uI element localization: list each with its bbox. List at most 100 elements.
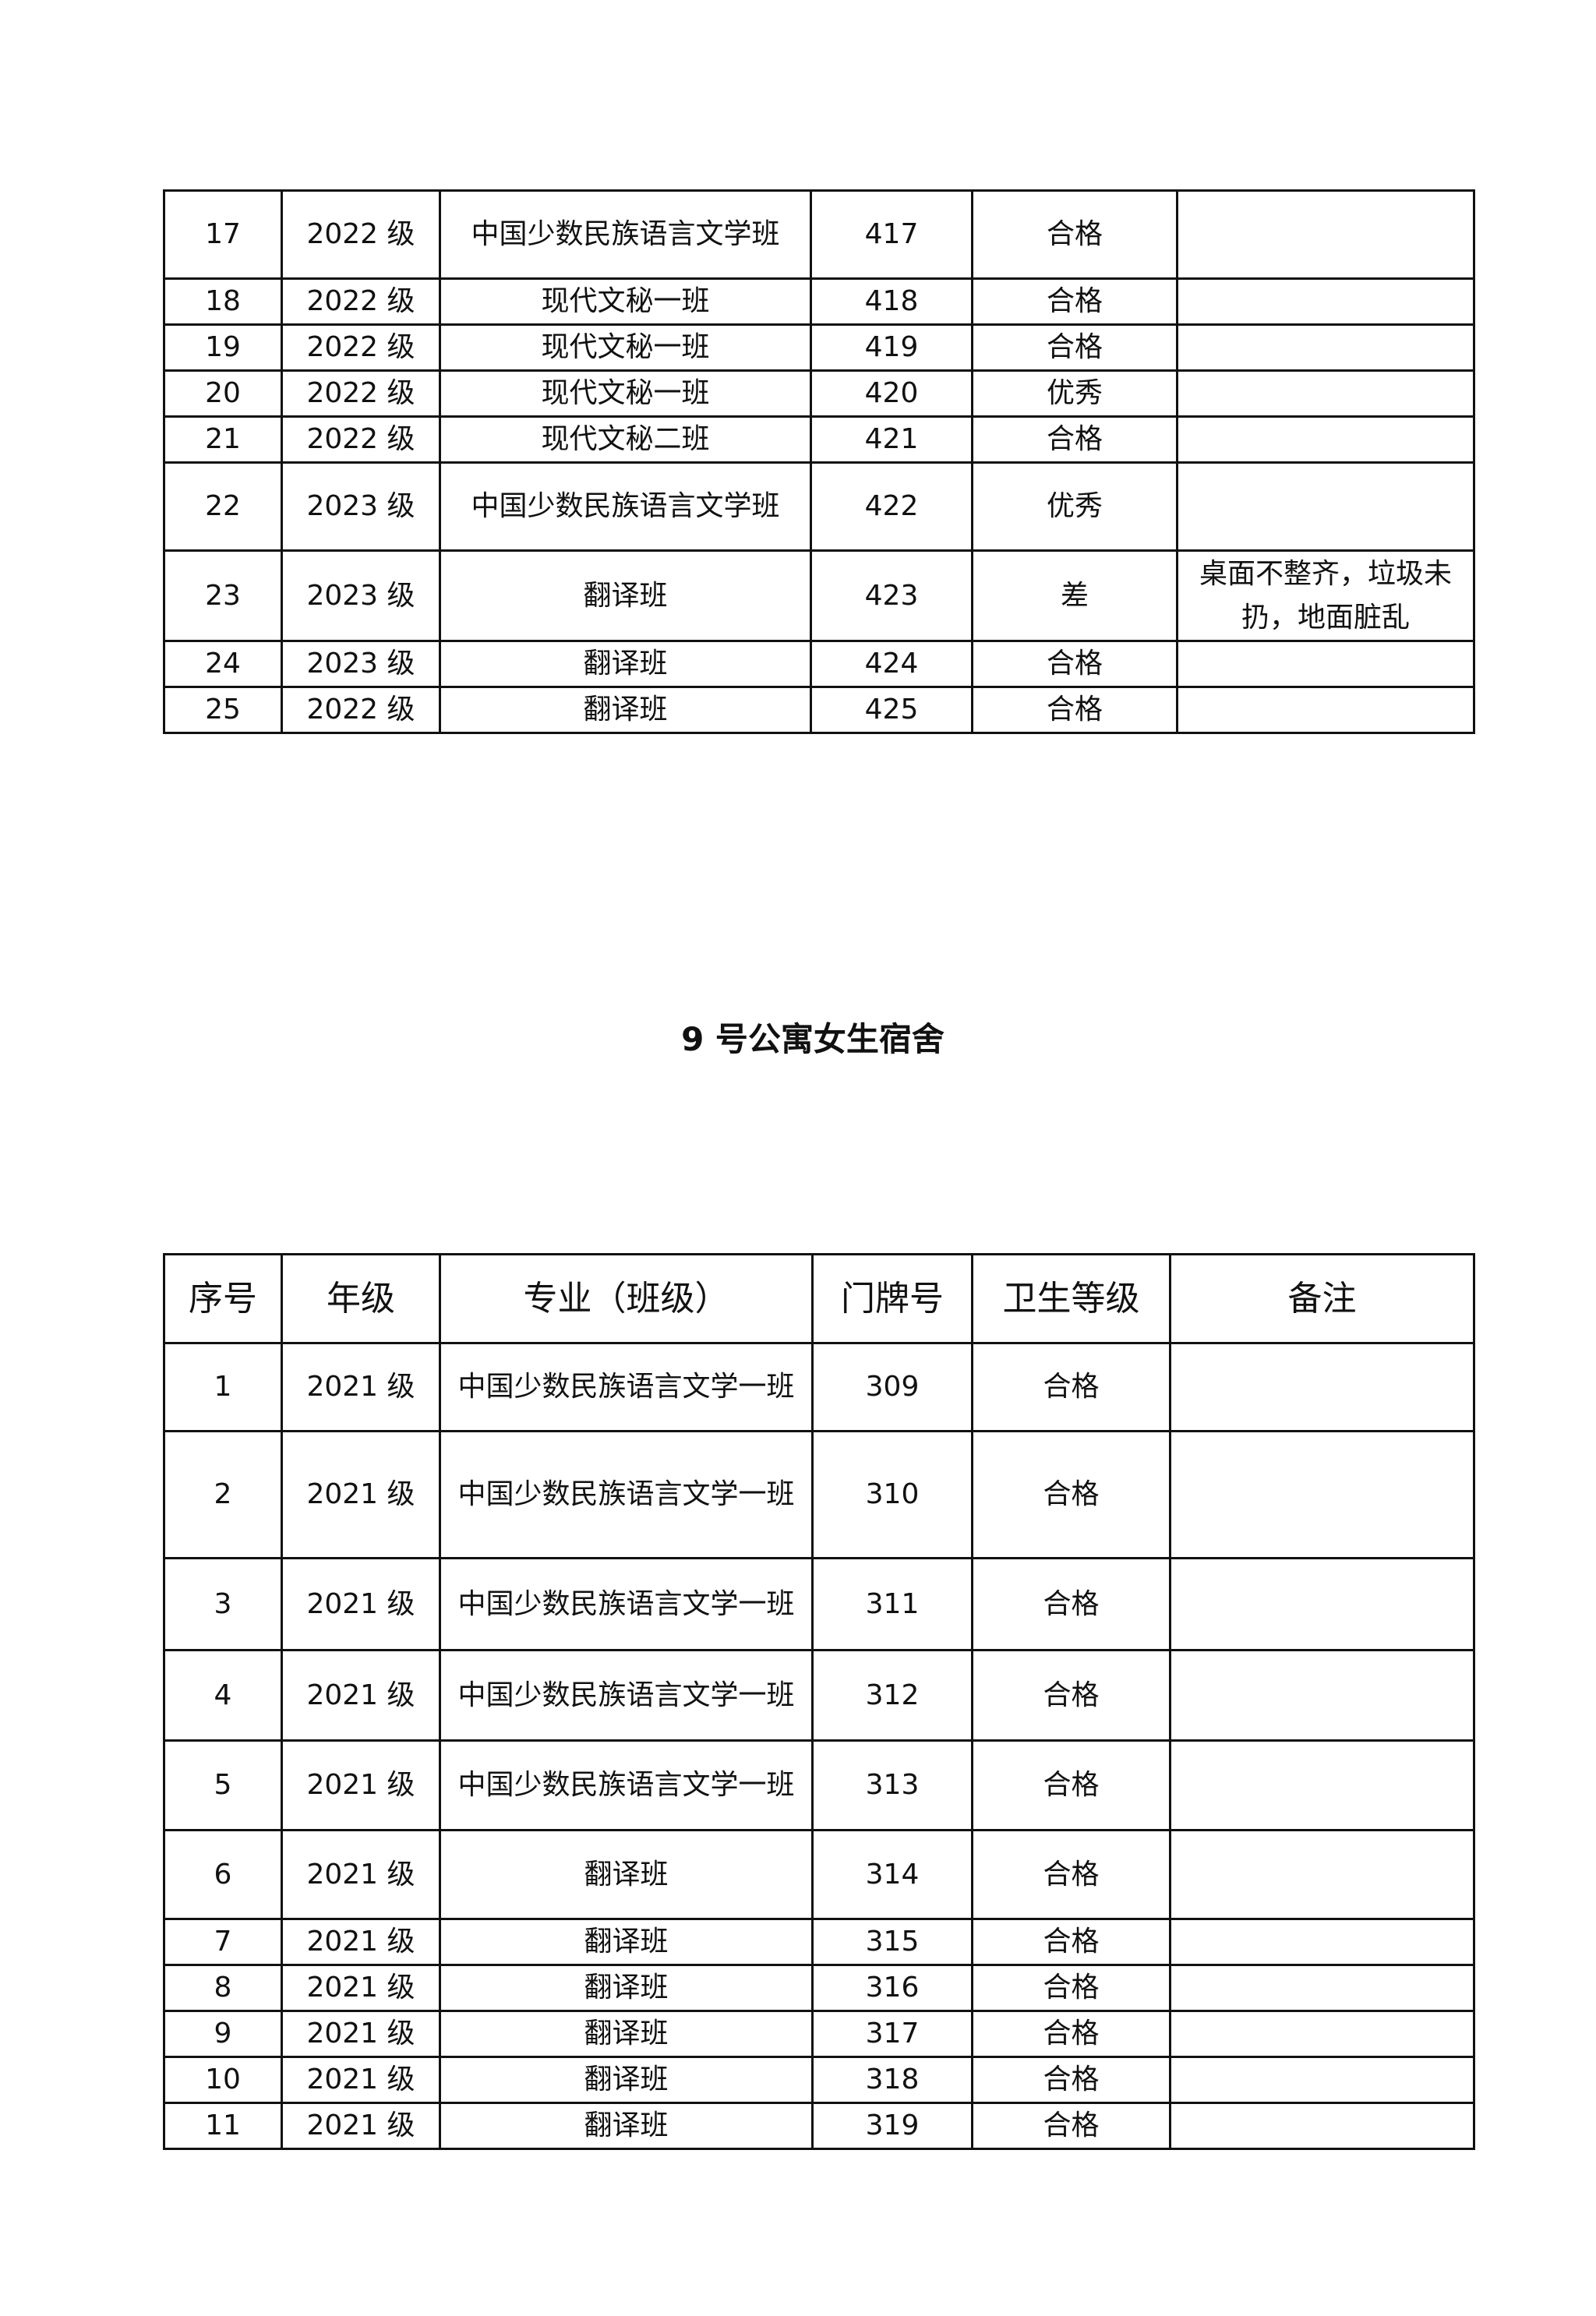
cell-major-class: 翻译班 <box>439 640 812 688</box>
table-row: 6 2021 级翻译班 314 合格 <box>163 1829 1475 1920</box>
cell-major-class: 现代文秘二班 <box>439 415 812 464</box>
cell-room-number: 423 <box>810 549 973 642</box>
cell-grade: 2021 级 <box>281 1918 441 1966</box>
cell-grade: 2022 级 <box>281 686 441 734</box>
cell-hygiene-level: 优秀 <box>971 461 1178 552</box>
cell-major-class: 中国少数民族语言文学一班 <box>439 1557 814 1651</box>
table-row: 10 2021 级翻译班 318 合格 <box>163 2056 1475 2104</box>
cell-hygiene-level: 合格 <box>971 1739 1171 1831</box>
header-hygiene-level: 卫生等级 <box>971 1253 1171 1344</box>
table-row: 19 2022 级现代文秘一班 419 合格 <box>163 323 1475 372</box>
cell-major-class: 中国少数民族语言文学一班 <box>439 1342 814 1432</box>
cell-remarks <box>1169 1829 1475 1920</box>
table-row: 7 2021 级翻译班 315 合格 <box>163 1918 1475 1966</box>
table-row: 24 2023 级翻译班 424 合格 <box>163 640 1475 688</box>
header-row: 序号 年级 专业（班级） 门牌号 卫生等级 备注 <box>163 1253 1475 1344</box>
cell-room-number: 318 <box>811 2056 973 2104</box>
cell-index: 6 <box>163 1829 283 1920</box>
cell-grade: 2022 级 <box>281 189 441 280</box>
cell-remarks <box>1169 2102 1475 2150</box>
cell-room-number: 312 <box>811 1649 973 1742</box>
cell-room-number: 315 <box>811 1918 973 1966</box>
table-row: 11 2021 级翻译班 319 合格 <box>163 2102 1475 2150</box>
cell-room-number: 311 <box>811 1557 973 1651</box>
header-major-class: 专业（班级） <box>439 1253 814 1344</box>
cell-major-class: 中国少数民族语言文学一班 <box>439 1739 814 1831</box>
cell-index: 23 <box>163 549 283 642</box>
cell-room-number: 316 <box>811 1964 973 2012</box>
table-row: 23 2023 级翻译班 423 差桌面不整齐，垃圾未扔，地面脏乱 <box>163 549 1475 642</box>
cell-index: 3 <box>163 1557 283 1651</box>
cell-index: 8 <box>163 1964 283 2012</box>
table-row: 25 2022 级翻译班 425 合格 <box>163 686 1475 734</box>
cell-index: 4 <box>163 1649 283 1742</box>
cell-grade: 2021 级 <box>281 1557 441 1651</box>
cell-room-number: 313 <box>811 1739 973 1831</box>
cell-grade: 2023 级 <box>281 549 441 642</box>
table-row: 21 2022 级现代文秘二班 421 合格 <box>163 415 1475 464</box>
header-room-number: 门牌号 <box>811 1253 973 1344</box>
cell-room-number: 420 <box>810 369 973 418</box>
cell-index: 2 <box>163 1430 283 1559</box>
cell-index: 21 <box>163 415 283 464</box>
section-title: 9 号公寓女生宿舍 <box>681 1020 945 1058</box>
cell-grade: 2022 级 <box>281 277 441 326</box>
cell-remarks <box>1169 1918 1475 1966</box>
cell-hygiene-level: 合格 <box>971 2102 1171 2150</box>
cell-hygiene-level: 合格 <box>971 415 1178 464</box>
table-row: 1 2021 级中国少数民族语言文学一班 309 合格 <box>163 1342 1475 1432</box>
cell-index: 18 <box>163 277 283 326</box>
cell-grade: 2022 级 <box>281 323 441 372</box>
cell-hygiene-level: 合格 <box>971 640 1178 688</box>
cell-remarks <box>1169 1342 1475 1432</box>
cell-major-class: 现代文秘一班 <box>439 369 812 418</box>
cell-index: 10 <box>163 2056 283 2104</box>
cell-hygiene-level: 合格 <box>971 1829 1171 1920</box>
cell-remarks <box>1169 1964 1475 2012</box>
cell-room-number: 417 <box>810 189 973 280</box>
cell-major-class: 中国少数民族语言文学一班 <box>439 1649 814 1742</box>
cell-room-number: 421 <box>810 415 973 464</box>
cell-hygiene-level: 差 <box>971 549 1178 642</box>
cell-hygiene-level: 合格 <box>971 1649 1171 1742</box>
cell-grade: 2023 级 <box>281 640 441 688</box>
cell-room-number: 310 <box>811 1430 973 1559</box>
cell-grade: 2021 级 <box>281 1829 441 1920</box>
table-row: 4 2021 级中国少数民族语言文学一班 312 合格 <box>163 1649 1475 1742</box>
cell-remarks <box>1169 2056 1475 2104</box>
cell-index: 24 <box>163 640 283 688</box>
header-remarks: 备注 <box>1169 1253 1475 1344</box>
table-row: 18 2022 级现代文秘一班 418 合格 <box>163 277 1475 326</box>
cell-remarks <box>1169 1430 1475 1559</box>
cell-grade: 2021 级 <box>281 1342 441 1432</box>
cell-room-number: 314 <box>811 1829 973 1920</box>
dorm-table-continued: 17 2022 级中国少数民族语言文学班 417 合格 18 2022 级现代文秘一班 41… <box>163 189 1475 734</box>
cell-remarks <box>1169 1739 1475 1831</box>
table-body: 1 2021 级中国少数民族语言文学一班 309 合格 2 2021 级中国少数民族语言文… <box>163 1342 1475 2150</box>
table-body: 17 2022 级中国少数民族语言文学班 417 合格 18 2022 级现代文秘一班 41… <box>163 189 1475 734</box>
cell-grade: 2023 级 <box>281 461 441 552</box>
cell-major-class: 中国少数民族语言文学一班 <box>439 1430 814 1559</box>
cell-major-class: 翻译班 <box>439 549 812 642</box>
cell-hygiene-level: 合格 <box>971 1918 1171 1966</box>
cell-room-number: 317 <box>811 2010 973 2058</box>
cell-index: 7 <box>163 1918 283 1966</box>
cell-grade: 2022 级 <box>281 369 441 418</box>
cell-index: 25 <box>163 686 283 734</box>
cell-major-class: 翻译班 <box>439 1918 814 1966</box>
cell-remarks <box>1176 640 1475 688</box>
table-row: 5 2021 级中国少数民族语言文学一班 313 合格 <box>163 1739 1475 1831</box>
cell-grade: 2021 级 <box>281 2010 441 2058</box>
cell-major-class: 翻译班 <box>439 686 812 734</box>
cell-remarks <box>1176 686 1475 734</box>
cell-remarks <box>1169 1649 1475 1742</box>
cell-room-number: 425 <box>810 686 973 734</box>
cell-index: 5 <box>163 1739 283 1831</box>
cell-room-number: 418 <box>810 277 973 326</box>
cell-hygiene-level: 合格 <box>971 686 1178 734</box>
cell-remarks <box>1176 415 1475 464</box>
table-row: 20 2022 级现代文秘一班 420 优秀 <box>163 369 1475 418</box>
cell-remarks <box>1169 1557 1475 1651</box>
cell-room-number: 424 <box>810 640 973 688</box>
cell-index: 9 <box>163 2010 283 2058</box>
